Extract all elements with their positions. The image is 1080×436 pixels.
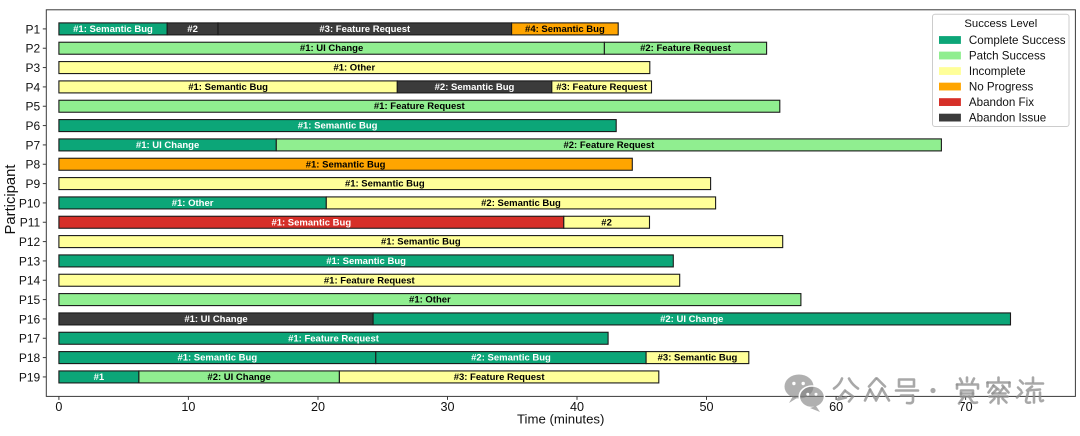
svg-text:#1: Semantic Bug: #1: Semantic Bug bbox=[381, 237, 461, 248]
svg-text:P5: P5 bbox=[26, 100, 41, 114]
svg-text:#1: UI Change: #1: UI Change bbox=[184, 314, 247, 325]
svg-text:P8: P8 bbox=[26, 158, 41, 172]
svg-text:#4: Semantic Bug: #4: Semantic Bug bbox=[525, 24, 605, 35]
svg-text:P14: P14 bbox=[19, 274, 41, 288]
svg-text:P16: P16 bbox=[19, 312, 41, 326]
svg-text:P10: P10 bbox=[19, 196, 41, 210]
svg-text:60: 60 bbox=[829, 400, 843, 414]
svg-text:#3: Semantic Bug: #3: Semantic Bug bbox=[658, 353, 738, 364]
svg-text:#2: Feature Request: #2: Feature Request bbox=[640, 43, 732, 54]
svg-text:P19: P19 bbox=[19, 370, 41, 384]
svg-text:P18: P18 bbox=[19, 351, 41, 365]
svg-text:P17: P17 bbox=[19, 332, 41, 346]
svg-text:#1: Semantic Bug: #1: Semantic Bug bbox=[73, 24, 153, 35]
svg-text:#1: Semantic Bug: #1: Semantic Bug bbox=[188, 82, 268, 93]
svg-text:#2: Semantic Bug: #2: Semantic Bug bbox=[435, 82, 515, 93]
svg-text:#2: Semantic Bug: #2: Semantic Bug bbox=[481, 198, 561, 209]
svg-text:#1: Semantic Bug: #1: Semantic Bug bbox=[177, 353, 257, 364]
svg-text:#1: Feature Request: #1: Feature Request bbox=[374, 101, 466, 112]
svg-text:#2: UI Change: #2: UI Change bbox=[660, 314, 723, 325]
svg-text:P4: P4 bbox=[26, 80, 41, 94]
svg-text:70: 70 bbox=[959, 400, 973, 414]
svg-text:10: 10 bbox=[181, 400, 195, 414]
svg-text:#1: Semantic Bug: #1: Semantic Bug bbox=[345, 179, 425, 190]
svg-text:P6: P6 bbox=[26, 119, 41, 133]
svg-text:#1: Semantic Bug: #1: Semantic Bug bbox=[271, 217, 351, 228]
svg-text:Patch Success: Patch Success bbox=[969, 49, 1046, 62]
svg-text:Success Level: Success Level bbox=[964, 18, 1037, 30]
svg-text:P1: P1 bbox=[26, 22, 41, 36]
svg-text:#2: Feature Request: #2: Feature Request bbox=[563, 140, 655, 151]
svg-text:P2: P2 bbox=[26, 42, 41, 56]
svg-text:P9: P9 bbox=[26, 177, 41, 191]
svg-text:#1: Feature Request: #1: Feature Request bbox=[324, 275, 416, 286]
svg-text:40: 40 bbox=[570, 400, 584, 414]
svg-text:#3: Feature Request: #3: Feature Request bbox=[454, 372, 546, 383]
svg-text:#2: #2 bbox=[187, 24, 198, 35]
svg-text:#3: Feature Request: #3: Feature Request bbox=[319, 24, 411, 35]
svg-text:30: 30 bbox=[440, 400, 454, 414]
svg-text:P15: P15 bbox=[19, 293, 41, 307]
svg-text:P11: P11 bbox=[20, 216, 41, 230]
svg-text:P12: P12 bbox=[19, 235, 41, 249]
svg-text:#2: UI Change: #2: UI Change bbox=[207, 372, 270, 383]
svg-text:#1: Feature Request: #1: Feature Request bbox=[288, 333, 380, 344]
svg-text:Time (minutes): Time (minutes) bbox=[517, 411, 604, 426]
svg-text:Incomplete: Incomplete bbox=[969, 65, 1026, 78]
svg-text:#1: Semantic Bug: #1: Semantic Bug bbox=[306, 159, 386, 170]
svg-text:#1: UI Change: #1: UI Change bbox=[136, 140, 199, 151]
svg-text:#1: Semantic Bug: #1: Semantic Bug bbox=[326, 256, 406, 267]
svg-text:#1: #1 bbox=[94, 372, 105, 383]
svg-text:No Progress: No Progress bbox=[969, 80, 1034, 93]
svg-text:Participant: Participant bbox=[3, 165, 19, 235]
svg-text:#1: Other: #1: Other bbox=[409, 295, 451, 306]
svg-text:P13: P13 bbox=[19, 254, 41, 268]
svg-text:#1: Other: #1: Other bbox=[333, 63, 375, 74]
svg-text:Complete Success: Complete Success bbox=[969, 34, 1066, 47]
svg-text:Abandon Issue: Abandon Issue bbox=[969, 111, 1046, 124]
svg-text:50: 50 bbox=[699, 400, 713, 414]
svg-text:P7: P7 bbox=[26, 138, 41, 152]
svg-text:20: 20 bbox=[311, 400, 325, 414]
svg-text:#1: Other: #1: Other bbox=[172, 198, 214, 209]
svg-text:#2: #2 bbox=[601, 217, 612, 228]
svg-text:#1: Semantic Bug: #1: Semantic Bug bbox=[298, 121, 378, 132]
svg-text:0: 0 bbox=[55, 400, 62, 414]
svg-text:#3: Feature Request: #3: Feature Request bbox=[556, 82, 648, 93]
svg-text:P3: P3 bbox=[26, 61, 41, 75]
svg-text:#1: UI Change: #1: UI Change bbox=[300, 43, 363, 54]
svg-text:Abandon Fix: Abandon Fix bbox=[969, 96, 1034, 109]
svg-text:#2: Semantic Bug: #2: Semantic Bug bbox=[471, 353, 551, 364]
